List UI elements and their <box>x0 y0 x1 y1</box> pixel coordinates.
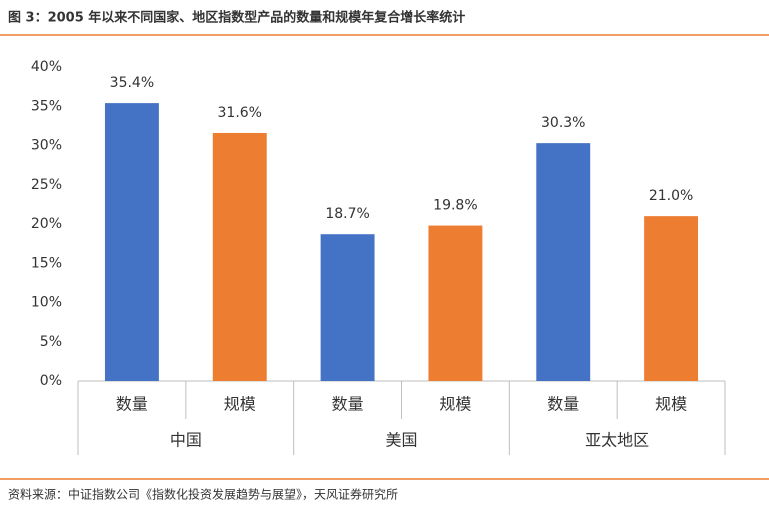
bar <box>212 132 267 381</box>
y-tick-label: 20% <box>31 216 62 232</box>
group-label: 亚太地区 <box>585 431 649 450</box>
y-tick-label: 40% <box>31 59 62 75</box>
bar <box>320 234 375 381</box>
value-label: 18.7% <box>325 206 369 222</box>
y-tick-label: 5% <box>40 334 62 350</box>
x-tick-label: 数量 <box>116 395 148 414</box>
bar <box>428 225 483 381</box>
value-label: 31.6% <box>218 105 262 121</box>
x-tick-label: 数量 <box>547 395 579 414</box>
value-label: 21.0% <box>649 188 693 204</box>
bar <box>104 103 159 382</box>
group-label: 美国 <box>385 431 417 450</box>
y-tick-label: 15% <box>31 255 62 271</box>
group-label: 中国 <box>170 431 202 450</box>
x-tick-label: 数量 <box>332 395 364 414</box>
x-tick-label: 规模 <box>655 395 687 414</box>
y-tick-label: 0% <box>40 373 62 389</box>
value-label: 30.3% <box>541 115 585 131</box>
bar <box>644 216 699 381</box>
y-tick-label: 25% <box>31 177 62 193</box>
source: 资料来源：中证指数公司《指数化投资发展趋势与展望》，天风证券研究所 <box>8 487 398 502</box>
value-label: 35.4% <box>110 75 154 91</box>
y-tick-label: 30% <box>31 138 62 154</box>
chart-title: 图 3：2005 年以来不同国家、地区指数型产品的数量和规模年复合增长率统计 <box>8 10 465 26</box>
x-tick-label: 规模 <box>439 395 471 414</box>
y-tick-label: 35% <box>31 98 62 114</box>
y-tick-label: 10% <box>31 295 62 311</box>
bar <box>536 143 591 381</box>
x-tick-label: 规模 <box>224 395 256 414</box>
value-label: 19.8% <box>433 198 477 214</box>
